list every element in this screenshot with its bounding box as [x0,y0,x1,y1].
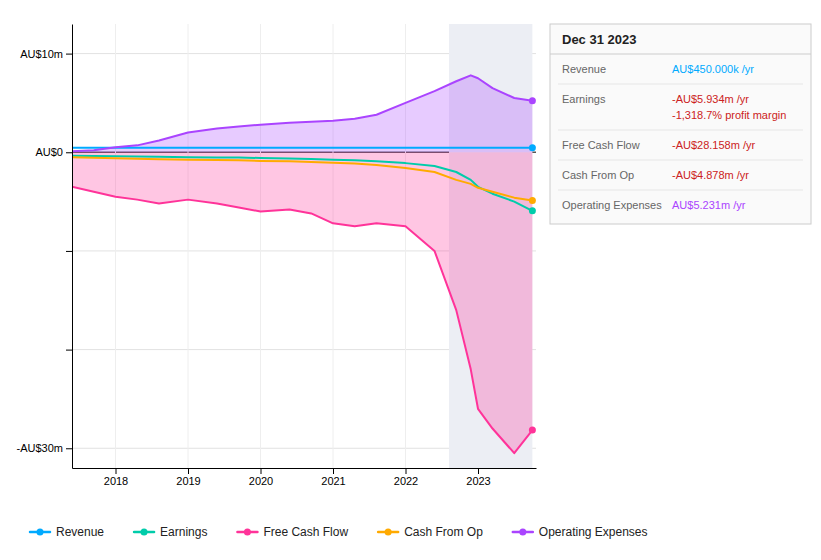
legend-item: Free Cash Flow [237,525,348,539]
end-dot [529,197,536,204]
axis-line [72,25,73,469]
tick-mark [261,468,262,474]
legend-item: Operating Expenses [513,525,648,539]
line [72,75,532,151]
legend-marker [519,529,526,536]
tick-mark [478,468,479,474]
legend-label: Revenue [56,525,104,539]
tick-label: -AU$30m [17,442,63,454]
info-value: AU$450.000k /yr [672,63,754,75]
line [72,157,532,200]
tick: AU$10m [20,48,72,60]
tick: 2019 [176,468,200,487]
legend-marker [37,529,44,536]
legend-label: Operating Expenses [539,525,648,539]
area [72,152,532,453]
info-value: -AU$4.878m /yr [672,169,749,181]
separator [550,54,811,55]
tick: 2020 [249,468,273,487]
tick-mark [333,468,334,474]
tick [66,350,72,351]
tick: 2023 [466,468,490,487]
info-label: Revenue [562,63,606,75]
tick-mark [66,350,72,351]
tick-mark [66,152,72,153]
legend-item: Cash From Op [378,525,483,539]
tick-mark [66,251,72,252]
tick-label: AU$0 [35,146,63,158]
separator [558,190,803,191]
tick [66,251,72,252]
grid-line-x [405,24,406,468]
end-dot [529,427,536,434]
tick-label: 2020 [249,475,273,487]
tick-label: AU$10m [20,48,63,60]
legend-label: Free Cash Flow [263,525,348,539]
grid-line-x [115,24,116,468]
info-value: AU$5.231m /yr [672,199,746,211]
info-box: Dec 31 2023 Revenue AU$450.000k /yr Earning… [550,24,811,224]
line [72,187,532,453]
tick-label: 2019 [176,475,200,487]
line [72,147,532,149]
info-label: Cash From Op [562,169,634,181]
separator [558,130,803,131]
axis-line [73,468,537,469]
tick-mark [188,468,189,474]
tick: -AU$30m [17,442,72,454]
legend-item: Revenue [30,525,104,539]
info-box-frame [550,24,811,224]
tick-mark [66,448,72,449]
tick: AU$0 [35,146,72,158]
separator [558,84,803,85]
line [72,156,532,211]
info-label: Free Cash Flow [562,139,640,151]
chart: 2018 2019 2020 2021 2022 2023 AU$10m AU$0 -AU$30… [0,0,821,560]
grid [72,24,536,468]
y-axis: AU$10m AU$0 -AU$30m [17,25,73,469]
tick-mark [66,54,72,55]
area [72,75,532,152]
legend: Revenue Earnings Free Cash Flow Cash From O… [30,525,648,539]
legend-item: Earnings [134,525,207,539]
info-label: Operating Expenses [562,199,662,211]
tick-mark [406,468,407,474]
tick-label: 2022 [394,475,418,487]
tick: 2018 [104,468,128,487]
info-value: -AU$28.158m /yr [672,139,755,151]
x-axis: 2018 2019 2020 2021 2022 2023 [73,468,537,487]
plot: 2018 2019 2020 2021 2022 2023 AU$10m AU$0 -AU$30… [17,24,537,487]
end-dot [529,144,536,151]
grid-line-x [260,24,261,468]
separator [558,160,803,161]
end-dot [529,97,536,104]
legend-marker [141,529,148,536]
tick-mark [116,468,117,474]
data-layer [72,24,536,468]
end-dot [529,207,536,214]
info-title: Dec 31 2023 [562,32,636,47]
tick-label: 2018 [104,475,128,487]
legend-label: Cash From Op [404,525,483,539]
tick-label: 2023 [466,475,490,487]
tick: 2022 [394,468,418,487]
tick: 2021 [321,468,345,487]
legend-marker [385,529,392,536]
info-value: -AU$5.934m /yr [672,93,749,105]
info-extra: -1,318.7% profit margin [672,109,786,121]
tick-label: 2021 [321,475,345,487]
legend-marker [244,529,251,536]
grid-line-x [188,24,189,468]
legend-label: Earnings [160,525,207,539]
grid-line-x [333,24,334,468]
info-label: Earnings [562,93,606,105]
